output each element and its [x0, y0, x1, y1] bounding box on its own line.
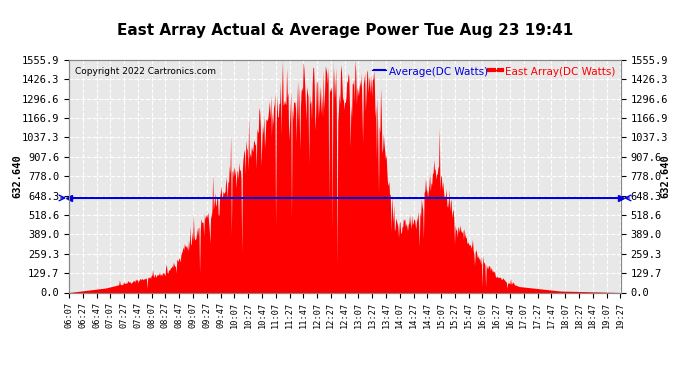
Title: East Array Actual & Average Power Tue Aug 23 19:41: East Array Actual & Average Power Tue Au…	[117, 23, 573, 38]
Text: Copyright 2022 Cartronics.com: Copyright 2022 Cartronics.com	[75, 67, 215, 76]
Text: 632.640: 632.640	[12, 154, 22, 198]
Text: East Array(DC Watts): East Array(DC Watts)	[505, 67, 615, 77]
Text: 632.640: 632.640	[661, 154, 671, 198]
Text: Average(DC Watts): Average(DC Watts)	[389, 67, 489, 77]
